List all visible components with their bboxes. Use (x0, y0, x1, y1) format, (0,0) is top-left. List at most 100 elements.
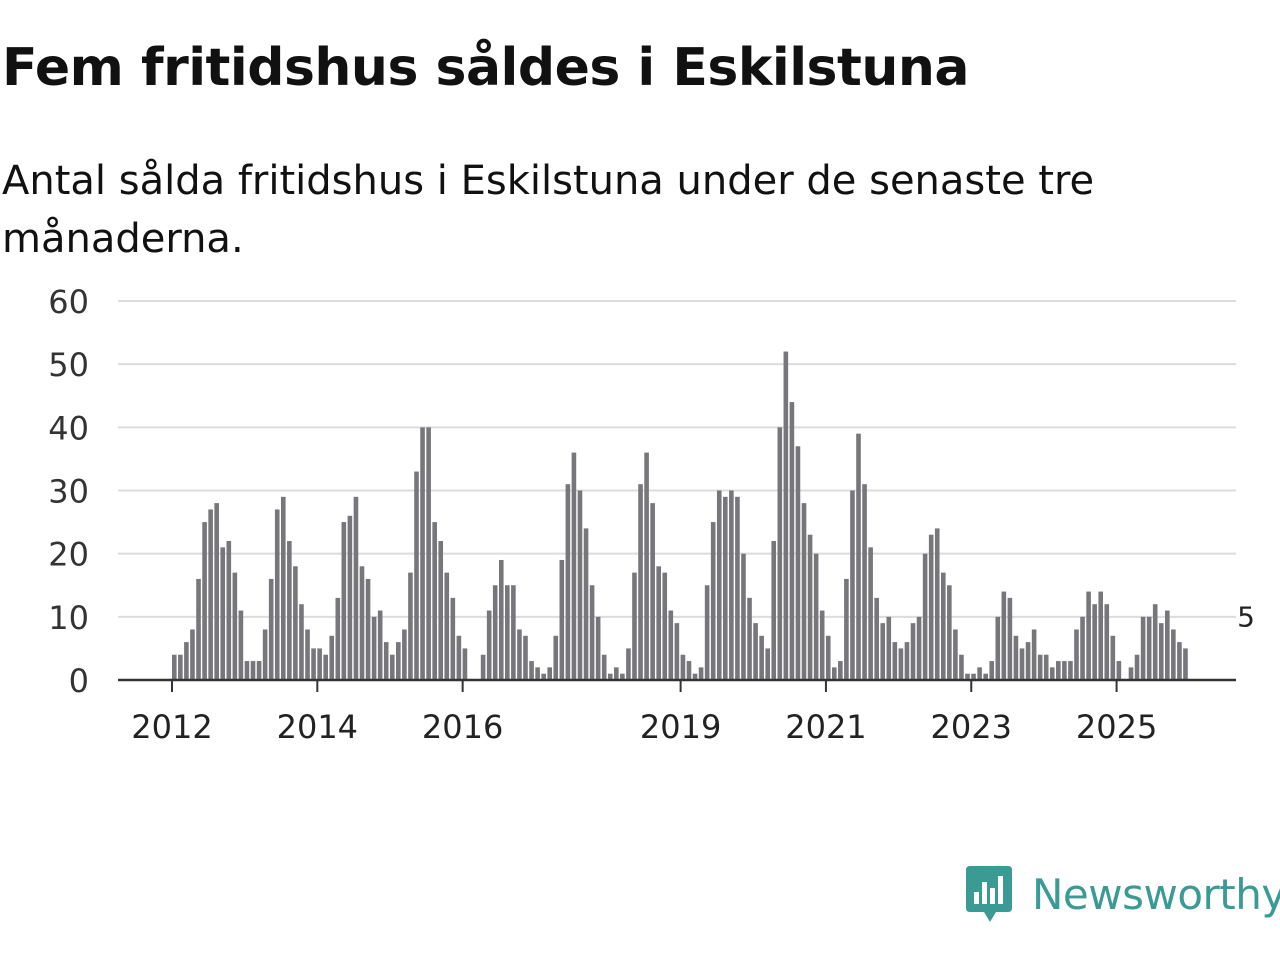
bar (638, 484, 643, 680)
bar (650, 503, 655, 680)
bar (184, 642, 189, 680)
bar (959, 654, 964, 680)
bar (268, 578, 274, 680)
bar (601, 654, 607, 680)
y-tick-label: 50 (48, 346, 89, 384)
bar (614, 667, 619, 680)
bar (317, 648, 322, 680)
bar (244, 661, 250, 680)
bar (178, 654, 183, 680)
bar (1001, 591, 1007, 680)
bar (583, 528, 589, 680)
bar (1031, 629, 1037, 680)
bar (371, 616, 377, 680)
bar (916, 616, 922, 680)
bar (1140, 616, 1146, 680)
bar (862, 484, 867, 680)
bar (456, 635, 462, 680)
bar (965, 673, 970, 680)
bar (1037, 654, 1043, 680)
bar (444, 572, 450, 680)
bar (256, 661, 262, 680)
bar (577, 490, 583, 680)
bar (486, 610, 492, 680)
y-tick-label: 20 (48, 536, 89, 574)
chart-subtitle: Antal sålda fritidshus i Eskilstuna unde… (2, 158, 1095, 262)
bar (783, 351, 789, 680)
bar (190, 629, 195, 680)
bar (1074, 629, 1079, 680)
bar (850, 490, 855, 680)
x-tick-label: 2025 (1076, 708, 1157, 746)
bar (692, 673, 698, 680)
bar (832, 667, 837, 680)
bar (922, 553, 928, 680)
bar (202, 522, 207, 680)
bar (789, 402, 795, 680)
bar (819, 610, 825, 680)
bar (1165, 610, 1170, 680)
x-tick-label: 2012 (131, 708, 212, 746)
bar (1013, 635, 1019, 680)
bar (462, 648, 468, 680)
bar (450, 597, 456, 680)
bar (874, 597, 879, 680)
bar (1080, 616, 1085, 680)
bar (1110, 635, 1116, 680)
bar (844, 578, 849, 680)
bar (977, 667, 982, 680)
bar (1025, 642, 1031, 680)
bar (632, 572, 637, 680)
bar (214, 503, 219, 680)
bar (1177, 642, 1182, 680)
bar (250, 661, 256, 680)
x-tick-label: 2014 (277, 708, 358, 746)
bar (535, 667, 540, 680)
bar (953, 629, 958, 680)
bar (1056, 661, 1061, 680)
y-tick-label: 0 (69, 662, 89, 700)
bar (620, 673, 625, 680)
bar (723, 496, 728, 680)
bar (886, 616, 892, 680)
bar (947, 585, 952, 680)
bar (910, 623, 916, 680)
bar (383, 642, 389, 680)
bar (299, 604, 304, 680)
bar (1007, 597, 1013, 680)
bar (607, 673, 613, 680)
bars (172, 351, 1188, 680)
bar (408, 572, 413, 680)
bar (305, 629, 310, 680)
bar (825, 635, 831, 680)
bar (547, 667, 553, 680)
newsworthy-logo-icon (966, 866, 1012, 922)
bar (523, 635, 528, 680)
bar (553, 635, 559, 680)
bar (868, 547, 873, 680)
bar (1062, 661, 1067, 680)
bar (771, 541, 777, 680)
bar (747, 597, 752, 680)
bar (729, 490, 734, 680)
bar (359, 566, 365, 680)
bar (1183, 648, 1188, 680)
y-axis-ticks: 0 10 20 30 40 50 60 (48, 283, 89, 700)
bar (940, 572, 946, 680)
highlight-value-label: 5 (1237, 600, 1255, 633)
bar (807, 534, 813, 680)
bar (741, 553, 746, 680)
gridlines (118, 300, 1236, 618)
bar (541, 673, 546, 680)
bar (335, 597, 341, 680)
bar (220, 547, 226, 680)
bar (759, 635, 764, 680)
bar (196, 578, 201, 680)
bar (274, 509, 280, 680)
bar (838, 661, 843, 680)
bar (710, 522, 716, 680)
x-tick-label: 2021 (785, 708, 866, 746)
y-tick-label: 10 (48, 599, 89, 637)
bar (656, 566, 661, 680)
bar (1086, 591, 1091, 680)
